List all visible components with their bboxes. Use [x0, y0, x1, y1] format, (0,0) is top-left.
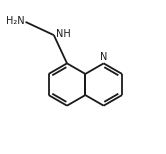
- Text: H₂N: H₂N: [6, 16, 24, 26]
- Text: NH: NH: [56, 29, 71, 39]
- Text: N: N: [100, 52, 107, 62]
